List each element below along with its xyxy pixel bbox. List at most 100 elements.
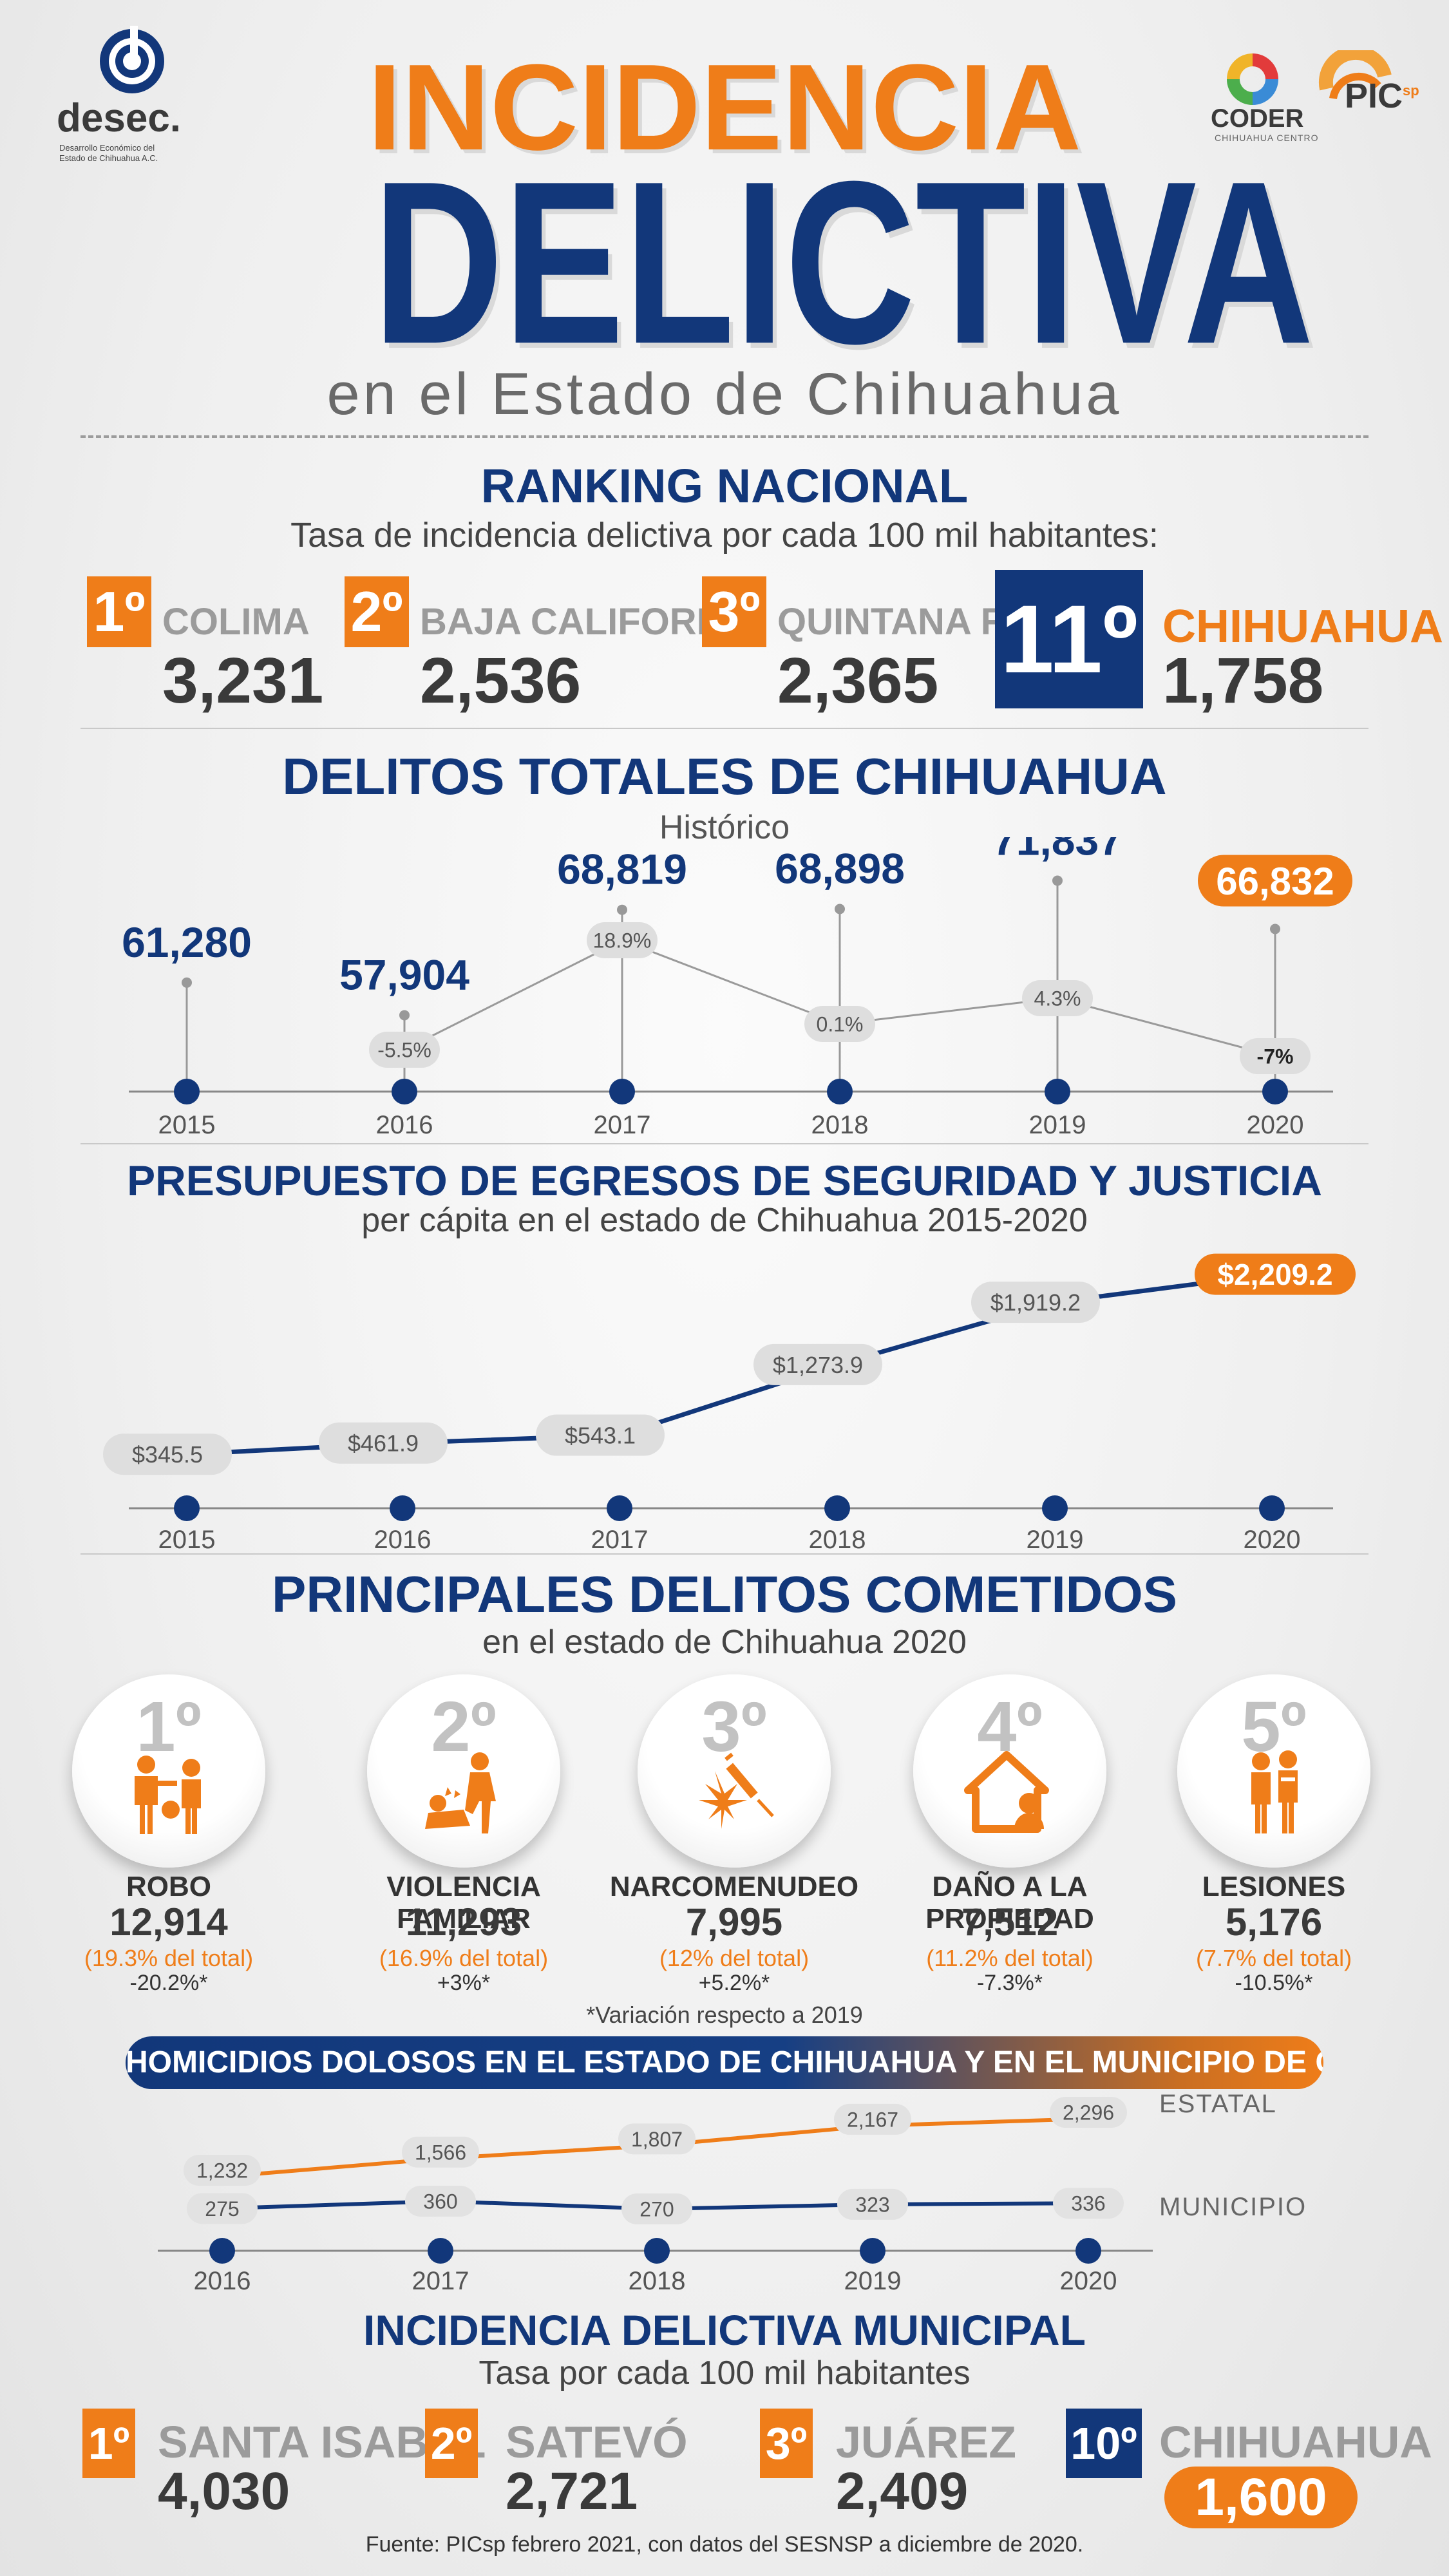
totals-year-label: 2019 [1029, 1111, 1086, 1139]
totals-value-label: 57,904 [339, 951, 469, 998]
homicides-estatal-label-bg [184, 2155, 261, 2186]
ranking-value-4: 1,758 [1162, 645, 1324, 717]
crime-name-5: LESIONES [1202, 1871, 1346, 1902]
budget-value-label-bg [971, 1282, 1100, 1323]
crime-value-4: 7,512 [961, 1900, 1059, 1944]
crime-name-4: DAÑO A LA PROPIEDAD [925, 1871, 1094, 1935]
municipal-value-3: 2,409 [836, 2462, 969, 2521]
homicides-municipio-label-bg [187, 2193, 258, 2224]
totals-subtitle: Histórico [659, 809, 790, 846]
budget-value-label-bg [536, 1414, 665, 1456]
title-line1: INCIDENCIA [367, 39, 1082, 176]
homicides-year-label: 2018 [629, 2267, 686, 2293]
totals-chart: 2015 61,280 2016 57,904 2017 68,819 2018 68,898… [122, 837, 1352, 1139]
municipal-value-4: 1,600 [1164, 2467, 1358, 2528]
homicides-municipio-label: 270 [639, 2198, 674, 2221]
homicides-municipio-label: 336 [1071, 2192, 1105, 2215]
crime-circle-5: 5º [1177, 1674, 1370, 1868]
picsp-logo-icon [1318, 50, 1392, 100]
homicides-year-label: 2016 [194, 2267, 251, 2293]
title-line2: DELICTIVA [373, 133, 1314, 392]
budget-year-label: 2020 [1244, 1526, 1301, 1552]
totals-axis-dot [174, 1079, 200, 1104]
ranking-name-4: CHIHUAHUA [1162, 601, 1443, 652]
budget-value-label: $345.5 [132, 1441, 203, 1468]
crimes-title: PRINCIPALES DELITOS COMETIDOS [271, 1566, 1178, 1623]
desec-logo-icon [100, 26, 164, 93]
homicides-municipio-label: 323 [855, 2193, 889, 2216]
totals-point [617, 904, 627, 915]
crime-var-5: -10.5%* [1235, 1971, 1313, 1995]
crime-circle-3: 3º [638, 1674, 831, 1868]
homicides-municipio-label-bg [405, 2186, 476, 2217]
totals-value-label: 71,837 [992, 837, 1122, 864]
totals-point [1270, 923, 1280, 934]
crime-var-2: +3%* [437, 1971, 491, 1995]
ranking-rank-1: 1º [87, 576, 151, 647]
totals-year-label: 2018 [811, 1111, 869, 1139]
ranking-rank-4: 11º [995, 570, 1143, 708]
coder-logo-text: CODER [1211, 104, 1304, 133]
municipal-name-4: CHIHUAHUA [1159, 2417, 1432, 2467]
budget-value-label: $461.9 [348, 1430, 419, 1457]
budget-axis-dot [1259, 1495, 1285, 1521]
budget-value-label-bg [103, 1434, 232, 1475]
crime-name-1: ROBO [126, 1871, 211, 1902]
homicides-axis-dot [209, 2238, 235, 2264]
crime-rank-5: 5º [1241, 1687, 1307, 1766]
homicides-legend-municipio: MUNICIPIO [1159, 2193, 1307, 2221]
budget-axis-dot [390, 1495, 415, 1521]
budget-value-label-bg [1195, 1253, 1356, 1295]
crime-circle-4: 4º [913, 1674, 1106, 1868]
totals-year-label: 2015 [158, 1111, 216, 1139]
homicides-estatal-label: 1,566 [415, 2141, 466, 2164]
totals-change-label-bg [1022, 980, 1093, 1016]
municipal-rank-4: 10º [1066, 2409, 1142, 2478]
crime-var-4: -7.3%* [976, 1971, 1043, 1995]
ranking-value-3: 2,365 [777, 645, 939, 717]
totals-point [182, 977, 192, 988]
totals-title: DELITOS TOTALES DE CHIHUAHUA [282, 748, 1167, 805]
totals-year-label: 2017 [594, 1111, 651, 1139]
injuries-icon [1251, 1750, 1298, 1833]
totals-axis-dot [392, 1079, 417, 1104]
totals-change-label: -7% [1257, 1045, 1294, 1068]
ranking-subtitle: Tasa de incidencia delictiva por cada 10… [290, 516, 1159, 554]
ranking-rank-3: 3º [702, 576, 766, 647]
municipal-name-2: SATEVÓ [506, 2417, 688, 2467]
municipal-rank-2: 2º [425, 2409, 478, 2478]
homicides-municipio-label: 275 [205, 2197, 239, 2221]
title-subtitle: en el Estado de Chihuahua [327, 361, 1122, 427]
crime-rank-3: 3º [701, 1687, 767, 1766]
homicides-municipio-label-bg [837, 2188, 908, 2220]
totals-value-label: 68,898 [775, 845, 905, 893]
homicides-estatal-label-bg [834, 2103, 911, 2135]
homicides-municipio-label-bg [1053, 2188, 1124, 2219]
totals-point [1052, 875, 1063, 886]
totals-point [399, 1010, 410, 1021]
budget-value-label: $1,919.2 [990, 1289, 1081, 1316]
crimes-subtitle: en el estado de Chihuahua 2020 [482, 1624, 967, 1661]
budget-subtitle: per cápita en el estado de Chihuahua 201… [361, 1202, 1088, 1239]
homicides-year-label: 2019 [844, 2267, 902, 2293]
budget-chart: 2015 $345.5 2016 $461.9 2017 $543.1 2018 $1,273… [103, 1253, 1356, 1552]
budget-value-label: $2,209.2 [1217, 1258, 1332, 1291]
homicides-estatal-label-bg [618, 2123, 696, 2155]
homicides-estatal-label: 1,232 [196, 2159, 248, 2183]
municipal-value-2: 2,721 [506, 2462, 638, 2521]
ranking-name-1: COLIMA [162, 601, 310, 643]
budget-year-label: 2015 [158, 1526, 216, 1552]
crime-pct-1: (19.3% del total) [84, 1945, 254, 1971]
crime-rank-2: 2º [431, 1687, 497, 1766]
desec-logo-text: desec. [57, 96, 182, 140]
totals-axis-dot [827, 1079, 853, 1104]
ranking-value-2: 2,536 [420, 645, 582, 717]
homicides-municipio-label-bg [621, 2193, 692, 2224]
drugs-icon [699, 1752, 774, 1829]
totals-axis-dot [1262, 1079, 1288, 1104]
totals-change-label-bg [587, 922, 658, 958]
crime-circle-2: 2º [367, 1674, 560, 1868]
ranking-value-1: 3,231 [162, 645, 324, 717]
divider-3 [80, 1553, 1368, 1555]
